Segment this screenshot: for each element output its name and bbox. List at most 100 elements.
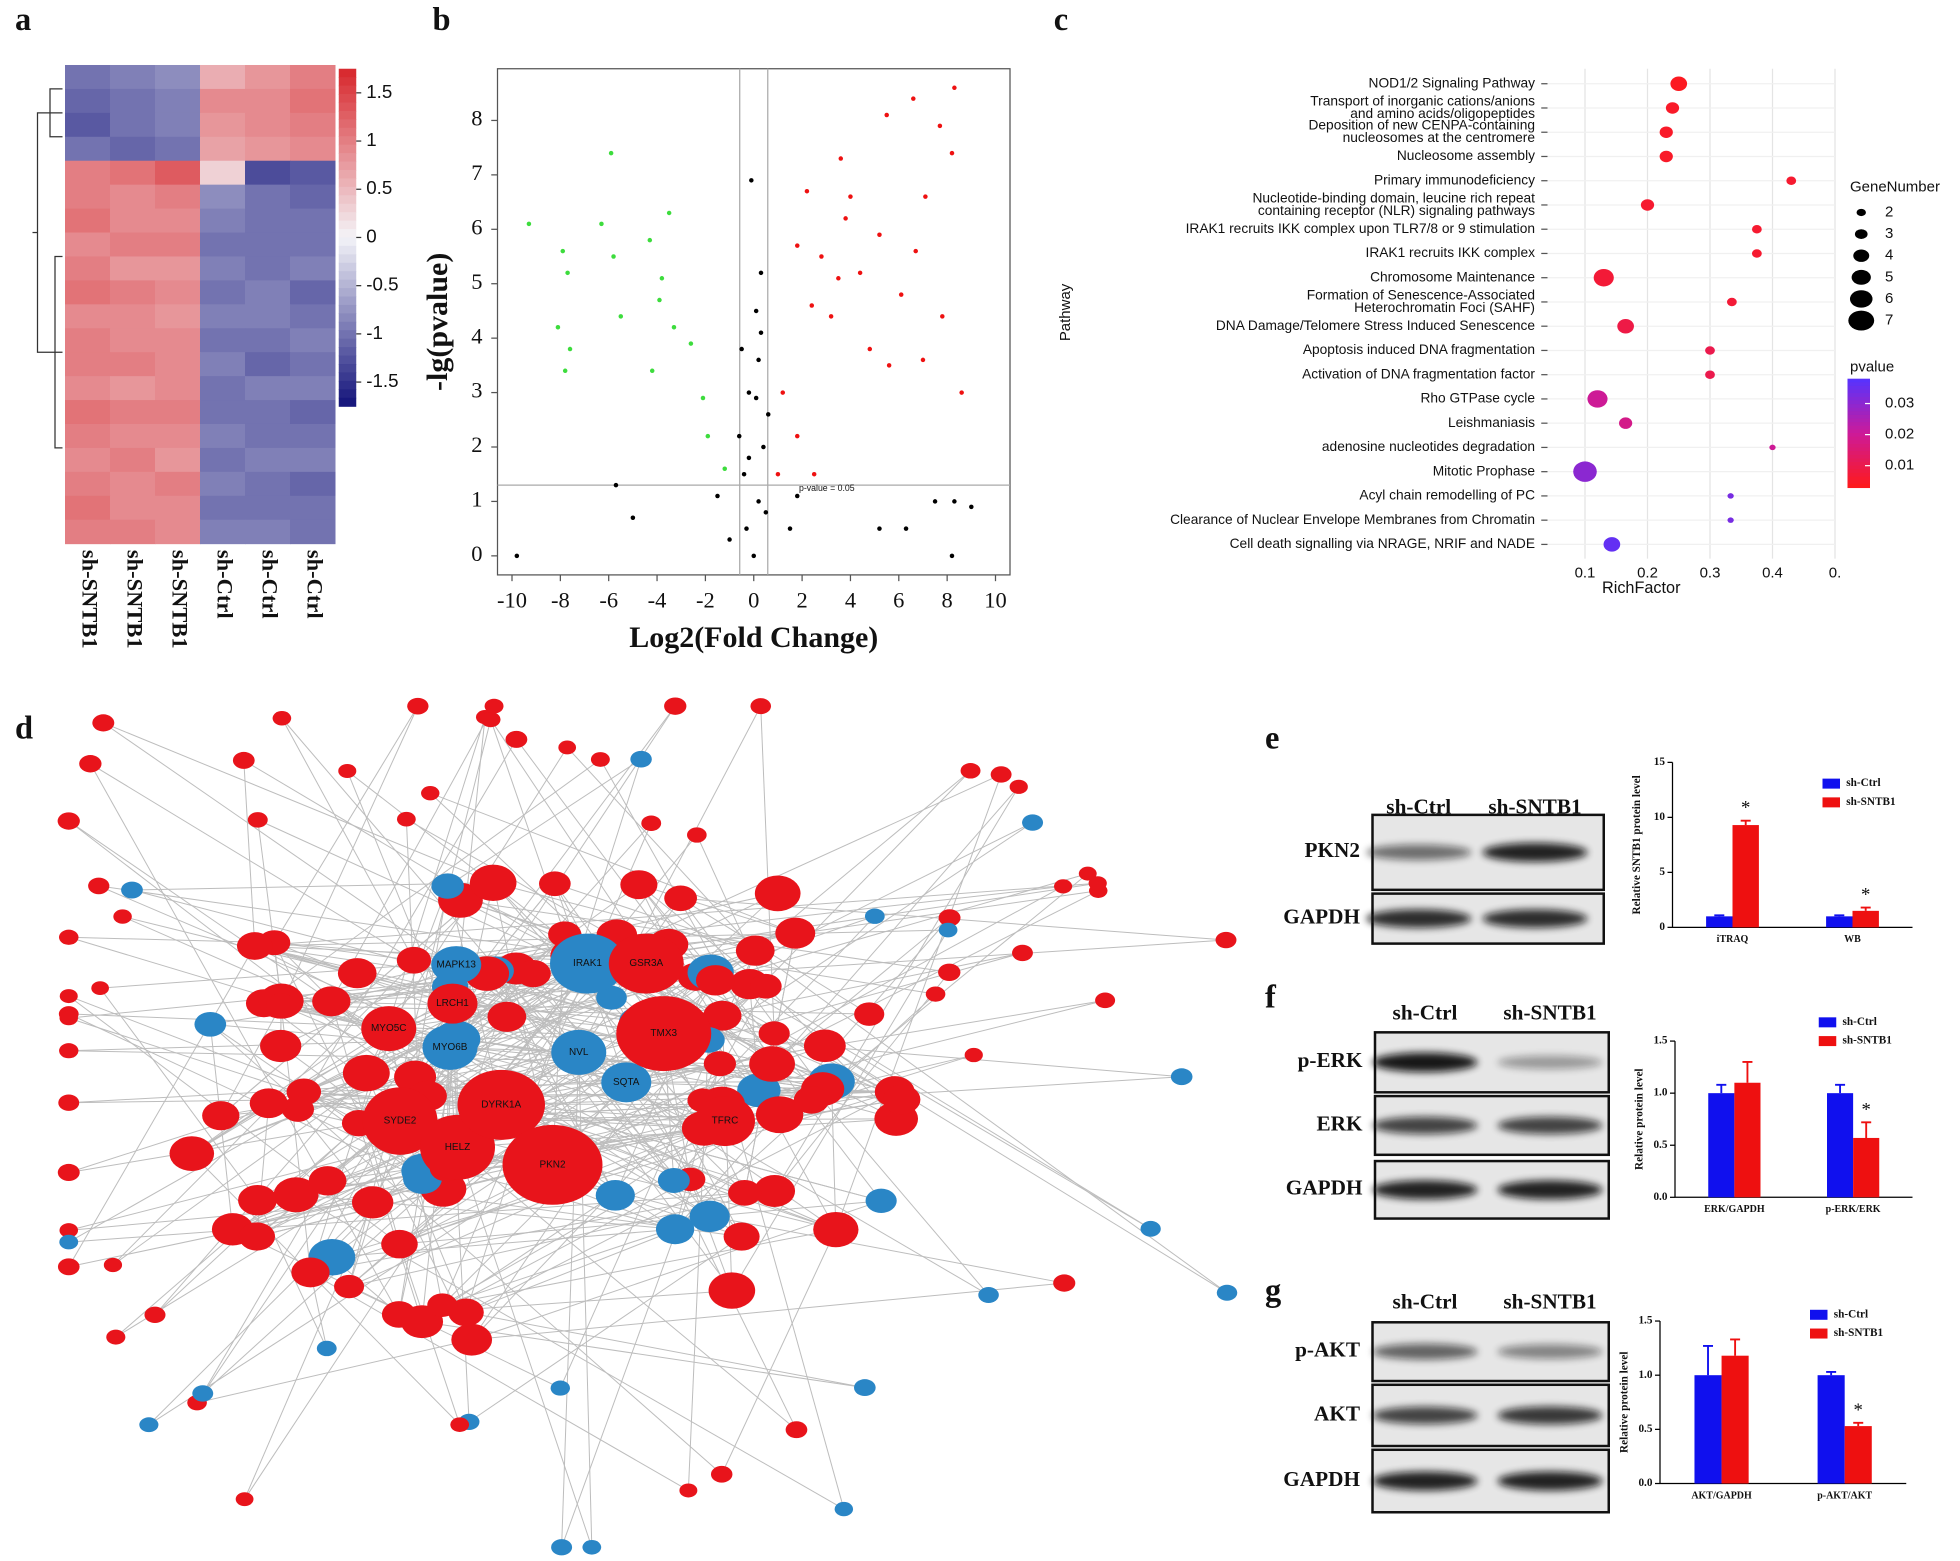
point: [727, 537, 732, 542]
point: [611, 254, 616, 259]
network-node: [1140, 1220, 1161, 1237]
network-node: [272, 710, 292, 726]
heat-cell: [110, 495, 156, 521]
edge: [103, 722, 494, 884]
heat-cell: [245, 256, 291, 281]
heat-cell: [65, 400, 111, 425]
point: [562, 368, 568, 374]
edge: [702, 985, 767, 1101]
point: [715, 493, 720, 499]
colorbar-step: [1847, 469, 1870, 474]
plot-bg: [1547, 68, 1835, 559]
colorbar-step: [1847, 404, 1870, 409]
heat-cell: [245, 232, 291, 257]
edge: [468, 1236, 742, 1423]
heat-cell: [155, 208, 201, 234]
legend-label: sh-Ctrl: [1846, 777, 1880, 789]
point: [758, 330, 764, 335]
error-bar: [1834, 914, 1845, 917]
colorbar-step: [1847, 447, 1870, 452]
point: [903, 526, 909, 531]
node-label: SQTA: [613, 1077, 640, 1088]
edge: [449, 1047, 470, 1422]
colorbar-step: [338, 321, 357, 331]
pathway-label: Transport of inorganic cations/anions: [1310, 93, 1535, 108]
heat-cell: [155, 304, 201, 329]
network-node: [291, 1257, 330, 1288]
bar: [1694, 1375, 1722, 1484]
error-bar: [1703, 1345, 1714, 1376]
point: [659, 276, 665, 281]
point: [819, 254, 824, 259]
network-node: [754, 875, 801, 912]
x-tick-label: 0.4: [1762, 565, 1783, 582]
network-node: [723, 1222, 760, 1251]
edge: [68, 820, 332, 1002]
heat-cell: [290, 184, 336, 210]
edge: [490, 719, 566, 935]
point: [700, 395, 706, 401]
network-node: [978, 1286, 999, 1304]
pathway-label: and amino acids/oligopeptides: [1350, 106, 1535, 121]
edge: [721, 1229, 837, 1475]
edge: [99, 987, 258, 1201]
network-node: [247, 812, 268, 828]
network-node: [57, 1163, 80, 1182]
edge: [811, 873, 1089, 1101]
point: [560, 248, 566, 254]
network-node: [695, 1096, 755, 1147]
network-node: [337, 958, 377, 989]
y-tick-label: 7: [471, 160, 482, 185]
point: [756, 357, 761, 363]
panel-label: f: [1265, 979, 1277, 1015]
heat-cell: [290, 64, 336, 90]
x-tick-label: 0.2: [1637, 565, 1658, 582]
network-node: [361, 1006, 417, 1052]
heat-cell: [200, 304, 246, 329]
colorbar-step: [338, 127, 357, 137]
colorbar-step: [1847, 462, 1870, 467]
bar: [1721, 1355, 1749, 1484]
point: [753, 308, 759, 314]
pathway-label: IRAK1 recruits IKK complex upon TLR7/8 o…: [1186, 221, 1535, 236]
plot-frame: [496, 68, 1011, 576]
colorbar-step: [1847, 418, 1870, 423]
colorbar-step: [338, 262, 357, 272]
colorbar-step: [338, 245, 357, 255]
network-node: [57, 812, 80, 830]
heat-cell: [110, 280, 156, 305]
point: [952, 499, 957, 504]
point: [758, 270, 764, 276]
pathway-label: Nucleosome assembly: [1397, 148, 1535, 163]
network-node: [235, 1492, 254, 1507]
network-node: [1216, 1284, 1238, 1301]
colorbar-step: [1847, 483, 1870, 489]
x-tick-label: 4: [845, 588, 856, 613]
network-node: [92, 714, 115, 732]
network-node: [854, 1379, 876, 1397]
network-node: [192, 1385, 214, 1402]
colorbar-step: [1847, 433, 1870, 438]
heat-cell: [155, 376, 201, 401]
dot: [1786, 176, 1797, 185]
panel-label: g: [1265, 1273, 1281, 1309]
lane-label: sh-Ctrl: [1386, 794, 1451, 818]
heat-cell: [110, 112, 156, 138]
dot: [1769, 444, 1776, 451]
network-node: [595, 1180, 635, 1211]
edge: [281, 717, 458, 1040]
heat-cell: [200, 400, 246, 425]
edge: [471, 1282, 1065, 1341]
network-node: [735, 935, 775, 966]
point: [649, 368, 655, 374]
point: [940, 314, 945, 319]
y-tick-label: 0: [471, 541, 482, 566]
network-node: [854, 1002, 885, 1026]
point: [952, 85, 957, 91]
edge: [552, 885, 1064, 1166]
heat-cell: [65, 471, 111, 497]
row-label: PKN2: [1305, 838, 1360, 862]
colorbar-step: [1847, 436, 1870, 441]
point: [809, 303, 815, 308]
heat-cell: [290, 280, 336, 305]
